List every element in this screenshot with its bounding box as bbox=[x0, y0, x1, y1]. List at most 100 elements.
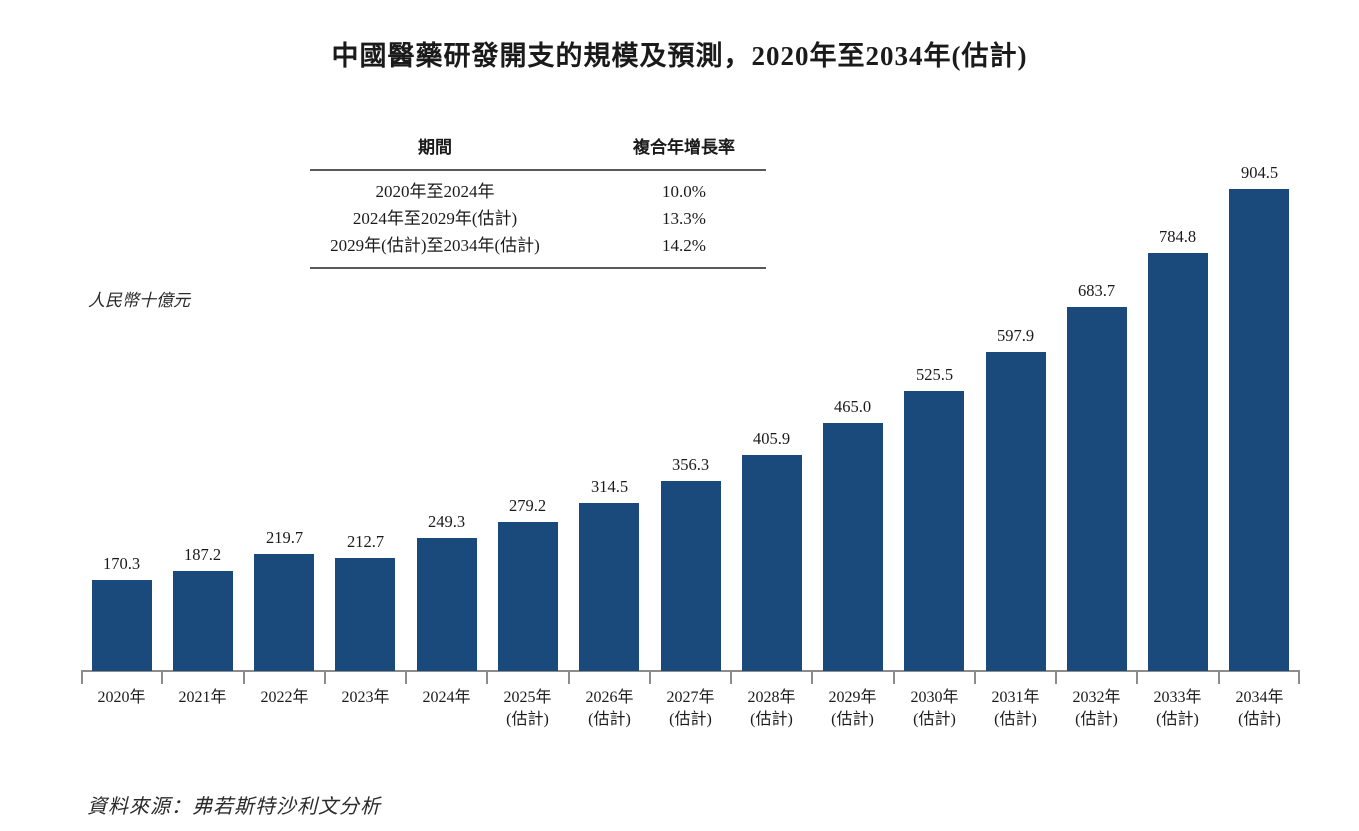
x-axis-label-year: 2034年 bbox=[1235, 689, 1284, 706]
cagr-table-header: 期間 複合年增長率 bbox=[310, 133, 766, 171]
cagr-table-row: 2020年至2024年 10.0% bbox=[310, 178, 766, 205]
x-axis-tick bbox=[405, 672, 407, 684]
cagr-period-cell: 2020年至2024年 bbox=[375, 182, 495, 201]
bar-2024年 bbox=[417, 538, 477, 671]
x-axis-label-year: 2021年 bbox=[178, 689, 227, 706]
x-axis-label-note: (估計) bbox=[506, 711, 549, 728]
x-axis-label: 2026年 (估計) bbox=[563, 687, 656, 731]
source-note: 資料來源：弗若斯特沙利文分析 bbox=[87, 796, 381, 818]
x-axis-label: 2023年 bbox=[319, 687, 412, 709]
bar-chart-plot-area: 170.3 2020年 187.2 2021年 219.7 2022年 212.7 2023年… bbox=[81, 140, 1300, 728]
bar-2026年 bbox=[579, 503, 639, 671]
bar-value-label: 784.8 bbox=[1158, 227, 1197, 246]
bar-value-label: 904.5 bbox=[1240, 163, 1279, 182]
bar-2023年 bbox=[335, 558, 395, 671]
chart-title: 中國醫藥研發開支的規模及預測，2020年至2034年(估計) bbox=[331, 41, 1028, 71]
x-axis-label-note: (估計) bbox=[994, 711, 1037, 728]
x-axis-label-note: (估計) bbox=[831, 711, 874, 728]
bar-2029年 bbox=[823, 423, 883, 671]
bar-value-label: 187.2 bbox=[183, 545, 222, 564]
x-axis-label-year: 2024年 bbox=[422, 689, 471, 706]
x-axis-label-year: 2028年 bbox=[747, 689, 796, 706]
x-axis-tick bbox=[161, 672, 163, 684]
x-axis-tick bbox=[324, 672, 326, 684]
x-axis-label: 2028年 (估計) bbox=[725, 687, 818, 731]
x-axis-label-note: (估計) bbox=[1075, 711, 1118, 728]
bar-value-label: 219.7 bbox=[265, 528, 304, 547]
x-axis-label-year: 2025年 bbox=[503, 689, 552, 706]
x-axis-label-year: 2032年 bbox=[1072, 689, 1121, 706]
cagr-table-body: 2020年至2024年 10.0% 2024年至2029年(估計) 13.3% 2029… bbox=[310, 171, 766, 269]
bar-2032年 bbox=[1067, 307, 1127, 671]
bar-value-label: 683.7 bbox=[1077, 281, 1116, 300]
x-axis-label-year: 2027年 bbox=[666, 689, 715, 706]
x-axis-label-note: (估計) bbox=[1238, 711, 1281, 728]
bar-2027年 bbox=[661, 481, 721, 671]
bar-value-label: 597.9 bbox=[996, 326, 1035, 345]
x-axis-label: 2025年 (估計) bbox=[481, 687, 574, 731]
bar-2031年 bbox=[986, 352, 1046, 671]
x-axis-label: 2020年 bbox=[75, 687, 168, 709]
cagr-period-cell: 2029年(估計)至2034年(估計) bbox=[330, 236, 540, 255]
x-axis-label: 2027年 (估計) bbox=[644, 687, 737, 731]
x-axis-label: 2022年 bbox=[238, 687, 331, 709]
x-axis-label-note: (估計) bbox=[588, 711, 631, 728]
x-axis-label: 2031年 (估計) bbox=[969, 687, 1062, 731]
x-axis-tick bbox=[486, 672, 488, 684]
cagr-header-period: 期間 bbox=[418, 138, 452, 157]
cagr-table-row: 2024年至2029年(估計) 13.3% bbox=[310, 205, 766, 232]
x-axis-label-note: (估計) bbox=[750, 711, 793, 728]
x-axis-label-year: 2020年 bbox=[97, 689, 146, 706]
x-axis-label: 2034年 (估計) bbox=[1213, 687, 1306, 731]
cagr-header-cagr: 複合年增長率 bbox=[633, 138, 735, 157]
bar-value-label: 314.5 bbox=[590, 477, 629, 496]
x-axis-tick bbox=[1218, 672, 1220, 684]
x-axis-label: 2032年 (估計) bbox=[1050, 687, 1143, 731]
x-axis-tick bbox=[1055, 672, 1057, 684]
x-axis-label-year: 2022年 bbox=[260, 689, 309, 706]
x-axis-label-year: 2029年 bbox=[828, 689, 877, 706]
x-axis-label-year: 2033年 bbox=[1153, 689, 1202, 706]
x-axis-tick bbox=[893, 672, 895, 684]
x-axis-line bbox=[81, 670, 1300, 672]
x-axis-label: 2021年 bbox=[156, 687, 249, 709]
cagr-period-cell: 2024年至2029年(估計) bbox=[352, 209, 518, 228]
bar-2030年 bbox=[904, 391, 964, 671]
cagr-table-row: 2029年(估計)至2034年(估計) 14.2% bbox=[310, 232, 766, 259]
x-axis-label: 2029年 (估計) bbox=[806, 687, 899, 731]
x-axis-tick bbox=[974, 672, 976, 684]
x-axis-tick bbox=[1136, 672, 1138, 684]
bar-value-label: 356.3 bbox=[671, 455, 710, 474]
x-axis-tick bbox=[730, 672, 732, 684]
bar-value-label: 212.7 bbox=[346, 532, 385, 551]
x-axis-label: 2033年 (估計) bbox=[1131, 687, 1224, 731]
x-axis-label-year: 2031年 bbox=[991, 689, 1040, 706]
bar-value-label: 249.3 bbox=[427, 512, 466, 531]
x-axis-label-year: 2030年 bbox=[910, 689, 959, 706]
cagr-table: 期間 複合年增長率 2020年至2024年 10.0% 2024年至2029年(估計… bbox=[310, 133, 766, 269]
bar-2025年 bbox=[498, 522, 558, 671]
x-axis-tick bbox=[1298, 672, 1300, 684]
bar-2022年 bbox=[254, 554, 314, 671]
x-axis-tick bbox=[243, 672, 245, 684]
x-axis-label-year: 2026年 bbox=[585, 689, 634, 706]
bar-value-label: 525.5 bbox=[915, 365, 954, 384]
bar-value-label: 405.9 bbox=[752, 429, 791, 448]
bar-2033年 bbox=[1148, 253, 1208, 671]
x-axis-label-year: 2023年 bbox=[341, 689, 390, 706]
bar-2021年 bbox=[173, 571, 233, 671]
x-axis-label-note: (估計) bbox=[669, 711, 712, 728]
x-axis-tick bbox=[649, 672, 651, 684]
x-axis-label: 2030年 (估計) bbox=[888, 687, 981, 731]
bar-2034年 bbox=[1229, 189, 1289, 671]
bar-2028年 bbox=[742, 455, 802, 671]
x-axis-tick bbox=[81, 672, 83, 684]
bar-2020年 bbox=[92, 580, 152, 671]
x-axis-tick bbox=[811, 672, 813, 684]
bar-value-label: 465.0 bbox=[833, 397, 872, 416]
x-axis-label-note: (估計) bbox=[913, 711, 956, 728]
cagr-value-cell: 13.3% bbox=[662, 209, 706, 228]
y-axis-unit-label: 人民幣十億元 bbox=[88, 291, 190, 310]
bar-value-label: 170.3 bbox=[102, 554, 141, 573]
